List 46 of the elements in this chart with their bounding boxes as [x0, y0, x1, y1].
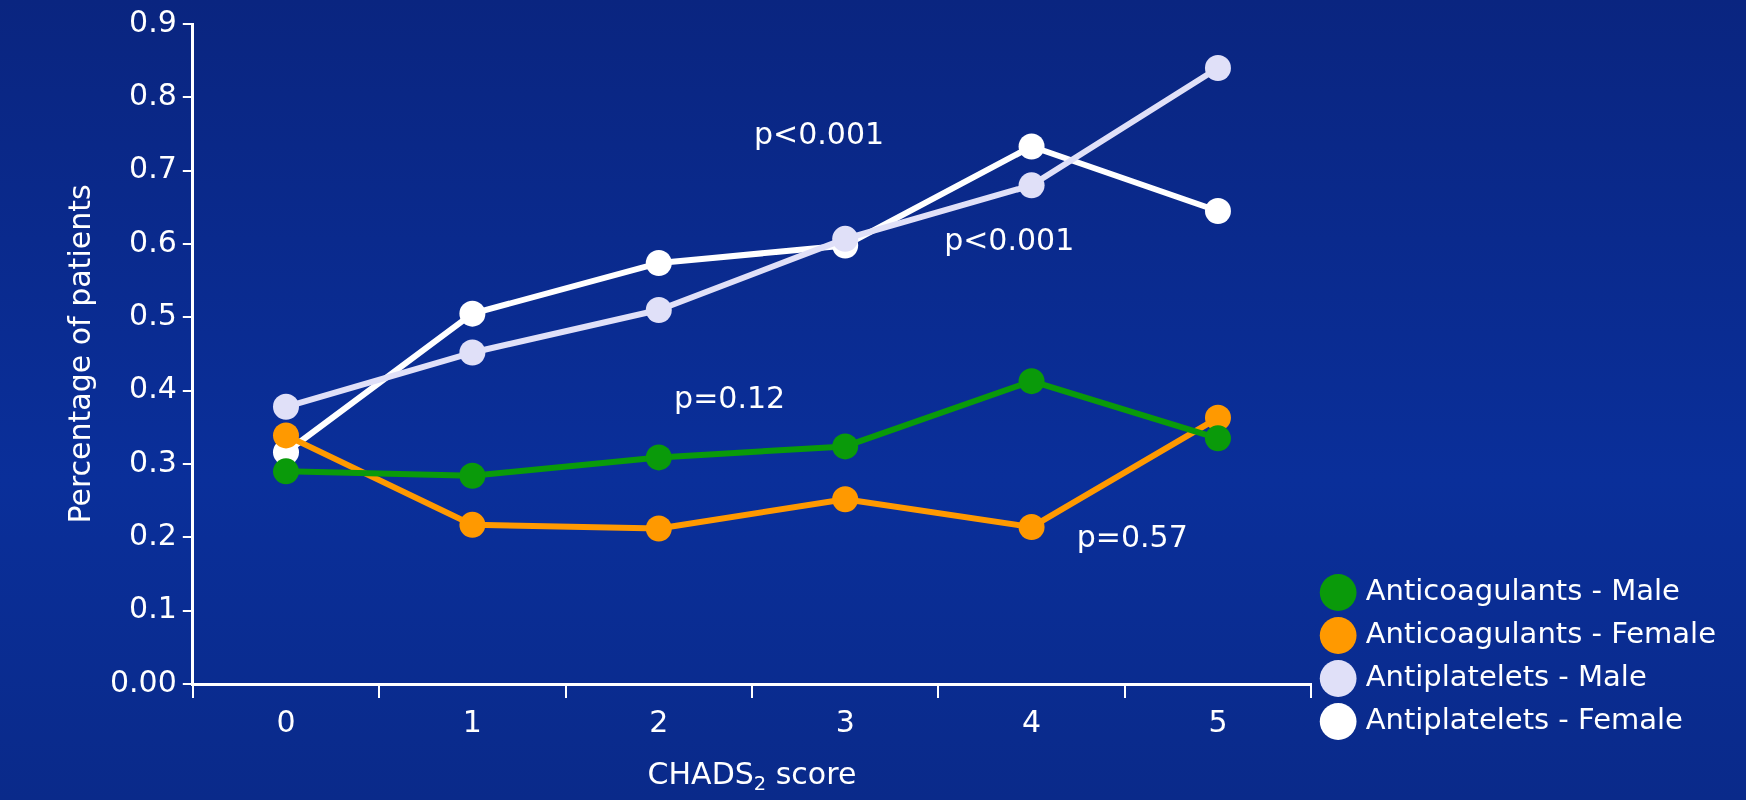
point	[645, 250, 672, 277]
y-tick-label: 0.5	[129, 297, 177, 333]
y-tick-label: 0.6	[129, 223, 177, 259]
x-tick-label: 1	[462, 703, 482, 739]
x-tick-label: 3	[835, 703, 855, 739]
point	[272, 458, 299, 485]
legend-label: Anticoagulants - Female	[1365, 616, 1717, 651]
point	[272, 393, 299, 420]
point	[645, 515, 672, 542]
y-tick-label: 0.00	[110, 663, 177, 699]
legend-label: Anticoagulants - Male	[1365, 573, 1680, 608]
x-tick-label: 0	[276, 703, 296, 739]
point	[832, 225, 859, 252]
point	[832, 433, 859, 460]
y-tick-label: 0.9	[129, 3, 177, 39]
annotation: p=0.12	[674, 380, 786, 415]
point	[645, 444, 672, 471]
point	[272, 422, 299, 449]
legend-label: Antiplatelets - Female	[1365, 702, 1683, 737]
point	[1018, 368, 1045, 395]
point	[832, 486, 859, 513]
y-tick-label: 0.2	[129, 517, 177, 553]
point	[645, 297, 672, 323]
point	[1018, 172, 1045, 199]
x-tick-label: 2	[649, 703, 669, 739]
point	[1204, 55, 1231, 81]
annotation: p<0.001	[754, 116, 885, 151]
y-tick-label: 0.3	[129, 443, 177, 479]
y-tick-label: 0.4	[129, 370, 177, 406]
point	[1204, 198, 1231, 224]
point	[459, 511, 486, 538]
y-tick-label: 0.7	[129, 150, 177, 186]
annotation: p<0.001	[944, 221, 1075, 257]
point	[459, 462, 486, 489]
point	[1018, 133, 1045, 160]
y-axis-title: Percentage of patients	[61, 184, 97, 524]
x-tick-label: 5	[1208, 703, 1228, 739]
annotation: p=0.57	[1076, 518, 1188, 554]
point	[459, 339, 486, 366]
y-tick-label: 0.8	[129, 77, 177, 113]
legend-label: Antiplatelets - Male	[1365, 659, 1647, 694]
y-tick-label: 0.1	[129, 590, 177, 626]
point	[459, 300, 486, 327]
x-tick-label: 4	[1022, 703, 1042, 739]
point	[1018, 514, 1045, 541]
point	[1204, 425, 1231, 452]
